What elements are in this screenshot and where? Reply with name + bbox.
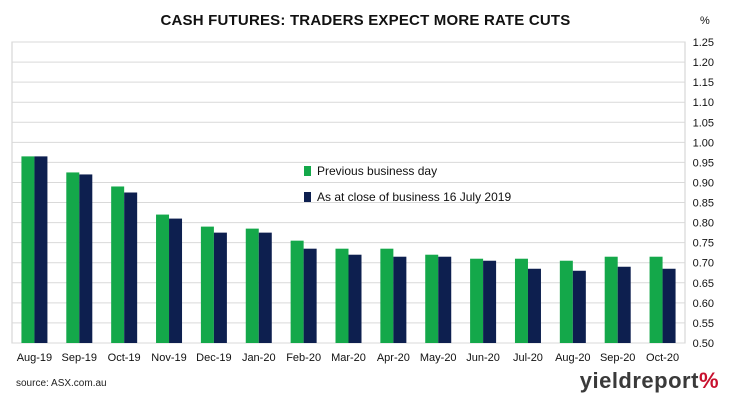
x-tick-label: Apr-20 [377, 352, 410, 364]
x-tick-label: Oct-20 [646, 352, 679, 364]
x-tick-label: Oct-19 [108, 352, 141, 364]
y-tick-label: 0.55 [693, 318, 714, 330]
y-axis-label: % [700, 15, 710, 27]
bar-current [483, 260, 497, 343]
bar-previous [425, 254, 439, 343]
legend-item-previous: Previous business day [304, 164, 437, 178]
y-tick-label: 1.05 [693, 117, 714, 129]
bar-previous [470, 258, 484, 343]
bar-previous [200, 226, 214, 343]
bar-current [617, 266, 631, 343]
legend-swatch-current [304, 192, 311, 202]
y-tick-label: 0.75 [693, 238, 714, 250]
bar-previous [380, 248, 394, 343]
bars [21, 156, 676, 343]
bar-current [572, 270, 586, 343]
x-tick-label: Jun-20 [466, 352, 500, 364]
x-tick-label: Nov-19 [151, 352, 186, 364]
bar-current [393, 256, 407, 343]
x-tick-label: Jan-20 [242, 352, 276, 364]
logo-percent-icon: % [698, 368, 719, 393]
x-tick-label: Mar-20 [331, 352, 366, 364]
bar-current [258, 232, 272, 343]
bar-previous [21, 156, 35, 343]
bar-previous [156, 214, 170, 343]
bar-previous [111, 186, 125, 343]
y-tick-label: 1.25 [693, 37, 714, 49]
bar-previous [604, 256, 618, 343]
yieldreport-logo: yieldreport% [580, 368, 719, 394]
bar-current [169, 218, 183, 343]
y-tick-label: 0.60 [693, 298, 714, 310]
x-tick-label: Aug-19 [17, 352, 52, 364]
bar-current [438, 256, 452, 343]
x-tick-label: Jul-20 [513, 352, 543, 364]
y-tick-label: 0.80 [693, 218, 714, 230]
y-tick-label: 0.90 [693, 177, 714, 189]
y-tick-label: 0.85 [693, 198, 714, 210]
y-tick-label: 1.00 [693, 137, 714, 149]
bar-previous [649, 256, 663, 343]
bar-previous [66, 172, 80, 343]
legend-swatch-previous [304, 166, 311, 176]
bar-previous [245, 228, 259, 343]
bar-current [303, 248, 317, 343]
source-note: source: ASX.com.au [16, 378, 107, 389]
legend-label-current: As at close of business 16 July 2019 [317, 190, 512, 204]
bar-current [527, 268, 541, 343]
x-tick-label: May-20 [420, 352, 457, 364]
y-tick-label: 0.70 [693, 258, 714, 270]
bar-current [124, 192, 138, 343]
y-tick-labels: 0.50 0.55 0.60 0.65 0.70 0.75 0.80 0.85 0.90 0.95… [693, 37, 714, 350]
bar-current [213, 232, 227, 343]
x-tick-label: Feb-20 [286, 352, 321, 364]
bar-current [348, 254, 362, 343]
x-tick-label: Dec-19 [196, 352, 231, 364]
bar-previous [559, 260, 573, 343]
x-tick-label: Sep-20 [600, 352, 635, 364]
logo-text: yieldreport [579, 368, 699, 393]
y-tick-label: 1.10 [693, 97, 714, 109]
y-tick-label: 0.95 [693, 157, 714, 169]
y-tick-label: 1.20 [693, 57, 714, 69]
x-tick-labels: Aug-19 Sep-19 Oct-19 Nov-19 Dec-19 Jan-20 Feb-… [17, 352, 679, 364]
chart-title: CASH FUTURES: TRADERS EXPECT MORE RATE C… [160, 12, 571, 29]
x-tick-label: Sep-19 [62, 352, 97, 364]
y-tick-label: 1.15 [693, 77, 714, 89]
bar-current [79, 174, 93, 343]
legend-item-current: As at close of business 16 July 2019 [304, 190, 511, 204]
bar-current [34, 156, 48, 343]
x-tick-label: Aug-20 [555, 352, 590, 364]
legend-label-previous: Previous business day [317, 164, 438, 178]
bar-previous [514, 258, 528, 343]
bar-current [662, 268, 676, 343]
y-tick-label: 0.50 [693, 338, 714, 350]
y-tick-label: 0.65 [693, 278, 714, 290]
bar-previous [290, 240, 304, 343]
bar-previous [335, 248, 349, 343]
